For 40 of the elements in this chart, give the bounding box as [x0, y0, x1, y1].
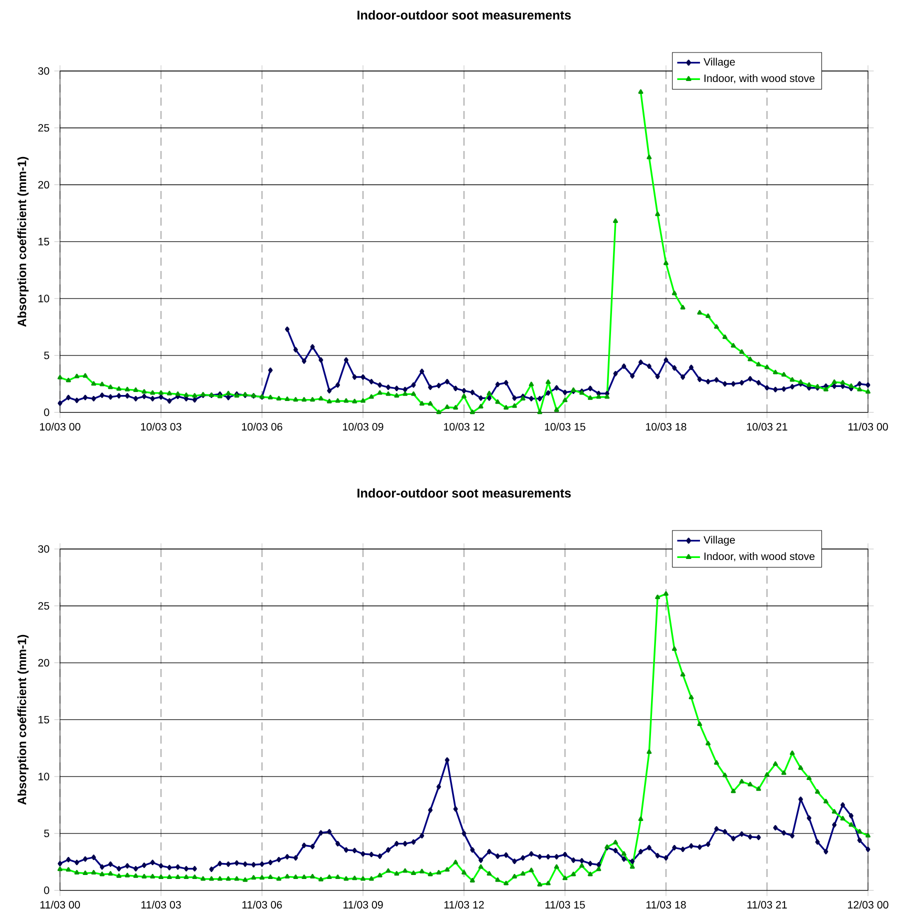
y-tick-label: 15: [38, 716, 50, 724]
x-tick-label: 11/03 00: [848, 422, 888, 431]
x-tick-label: 10/03 06: [242, 422, 282, 431]
x-tick-label: 10/03 12: [444, 422, 484, 431]
x-tick-label: 10/03 03: [141, 422, 182, 431]
legend-label: Village: [704, 58, 735, 68]
x-tick-label: 11/03 03: [141, 900, 181, 909]
legend-label: Indoor, with wood stove: [704, 74, 815, 84]
legend-label: Indoor, with wood stove: [704, 552, 815, 562]
y-tick-label: 25: [38, 124, 50, 132]
x-tick-label: 11/03 18: [646, 900, 686, 909]
x-tick-label: 10/03 09: [343, 422, 384, 431]
y-tick-label: 5: [44, 352, 50, 360]
x-tick-label: 12/03 00: [848, 900, 888, 909]
y-tick-label: 15: [38, 238, 50, 246]
x-tick-label: 11/03 09: [343, 900, 383, 909]
y-axis-title: Absorption coefficient (mm-1): [17, 156, 29, 327]
x-tick-label: 11/03 21: [747, 900, 787, 909]
x-tick-label: 10/03 15: [545, 422, 586, 431]
y-tick-label: 10: [38, 294, 50, 302]
y-tick-label: 30: [38, 67, 50, 75]
x-tick-label: 11/03 15: [545, 900, 585, 909]
y-tick-label: 20: [38, 180, 50, 189]
y-tick-label: 30: [38, 545, 50, 553]
x-tick-label: 11/03 12: [444, 900, 484, 909]
chart-title: Indoor-outdoor soot measurements: [358, 488, 571, 498]
x-tick-label: 11/03 00: [40, 900, 80, 909]
x-tick-label: 10/03 18: [646, 422, 686, 431]
x-tick-label: 10/03 21: [747, 422, 788, 431]
y-tick-label: 5: [44, 830, 50, 838]
x-tick-label: 10/03 00: [40, 422, 80, 431]
y-axis-title: Absorption coefficient (mm-1): [17, 634, 29, 805]
y-tick-label: 20: [38, 659, 50, 667]
y-tick-label: 0: [44, 886, 50, 894]
legend-label: Village: [704, 536, 735, 546]
chart-title: Indoor-outdoor soot measurements: [358, 10, 571, 20]
y-tick-label: 10: [38, 772, 50, 780]
x-tick-label: 11/03 06: [242, 900, 282, 909]
y-tick-label: 0: [44, 408, 50, 416]
y-tick-label: 25: [38, 602, 50, 610]
